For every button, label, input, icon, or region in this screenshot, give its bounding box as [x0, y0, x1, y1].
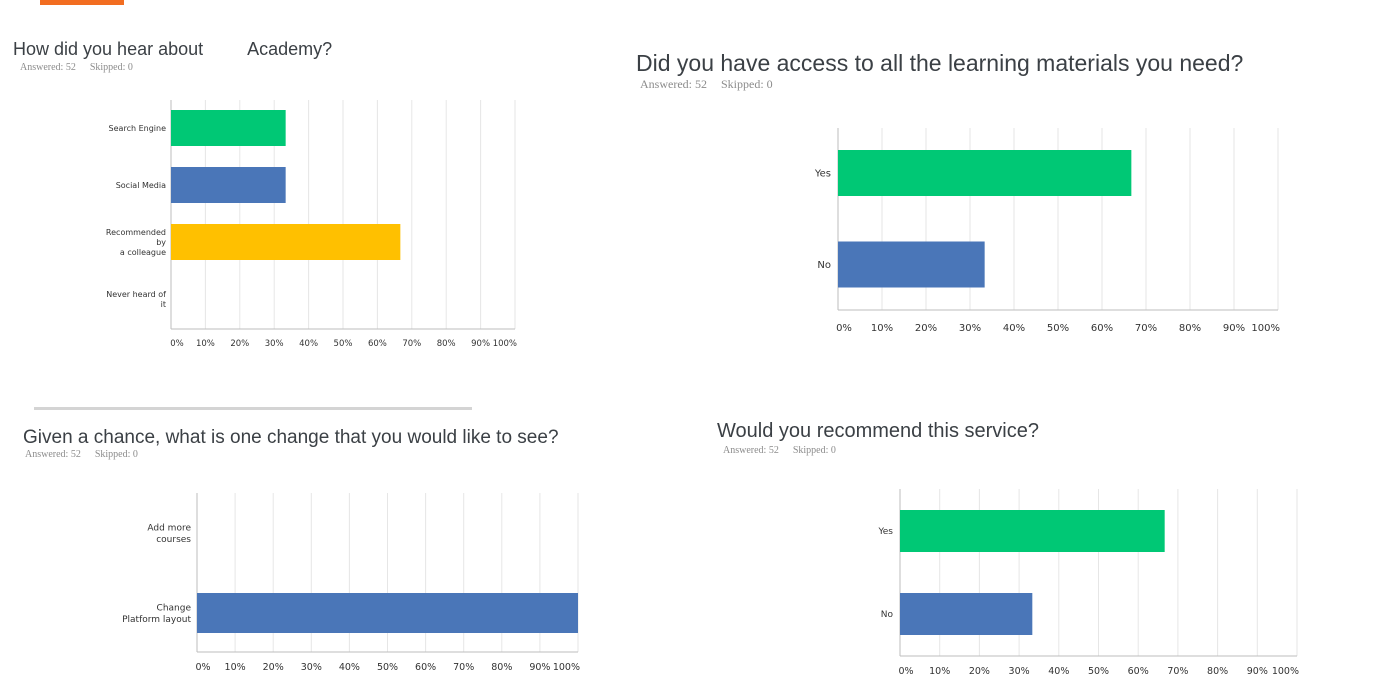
x-tick-label: 70% — [402, 339, 421, 349]
category-label: Change — [157, 604, 192, 614]
category-label: Never heard of — [106, 290, 166, 299]
category-label: No — [881, 610, 894, 620]
x-tick-label: 10% — [871, 323, 893, 334]
x-tick-label: 0% — [898, 666, 913, 677]
x-tick-label: 100% — [1272, 666, 1299, 677]
x-tick-label: 40% — [1003, 323, 1025, 334]
x-tick-label: 90% — [1247, 666, 1268, 677]
x-tick-label: 50% — [377, 662, 398, 673]
x-tick-label: 30% — [1009, 666, 1030, 677]
x-tick-label: 0% — [836, 323, 852, 334]
skipped-count: Skipped: 0 — [792, 445, 836, 456]
x-tick-label: 0% — [195, 662, 210, 673]
category-label: courses — [156, 535, 191, 545]
x-tick-label: 90% — [529, 662, 550, 673]
x-tick-label: 10% — [196, 339, 215, 349]
x-tick-label: 20% — [915, 323, 937, 334]
x-tick-label: 20% — [263, 662, 284, 673]
x-tick-label: 70% — [1135, 323, 1157, 334]
category-label: Add more — [147, 524, 191, 534]
x-tick-label: 100% — [493, 339, 517, 349]
x-tick-label: 60% — [1091, 323, 1113, 334]
x-tick-label: 70% — [1167, 666, 1188, 677]
x-tick-label: 30% — [959, 323, 981, 334]
x-tick-label: 0% — [170, 339, 184, 349]
response-meta: Answered: 52 Skipped: 0 — [723, 445, 836, 456]
x-tick-label: 10% — [225, 662, 246, 673]
x-tick-label: 30% — [301, 662, 322, 673]
answered-count: Answered: 52 — [25, 449, 81, 460]
x-tick-label: 30% — [265, 339, 284, 349]
accent-bar — [40, 0, 124, 5]
category-label: a colleague — [120, 248, 166, 257]
bar — [171, 110, 286, 146]
x-tick-label: 40% — [1048, 666, 1069, 677]
question-title: Given a chance, what is one change that … — [23, 427, 559, 448]
category-label: No — [817, 260, 831, 271]
x-tick-label: 60% — [1128, 666, 1149, 677]
bar — [171, 167, 286, 203]
x-tick-label: 80% — [437, 339, 456, 349]
category-label: Yes — [877, 527, 893, 537]
x-tick-label: 60% — [415, 662, 436, 673]
question-title: Did you have access to all the learning … — [636, 50, 1244, 76]
skipped-count: Skipped: 0 — [720, 77, 773, 91]
x-tick-label: 50% — [334, 339, 353, 349]
x-tick-label: 80% — [491, 662, 512, 673]
question-title: Would you recommend this service? — [717, 420, 1039, 442]
response-meta: Answered: 52 Skipped: 0 — [640, 77, 773, 92]
x-tick-label: 80% — [1179, 323, 1201, 334]
bar — [197, 593, 578, 633]
question-title: How did you hear about Academy? — [13, 39, 332, 60]
x-tick-label: 20% — [969, 666, 990, 677]
category-label: Social Media — [116, 181, 166, 190]
x-tick-label: 60% — [368, 339, 387, 349]
bar — [900, 593, 1033, 635]
x-tick-label: 80% — [1207, 666, 1228, 677]
skipped-count: Skipped: 0 — [89, 62, 133, 73]
category-label: it — [161, 300, 166, 309]
x-tick-label: 50% — [1047, 323, 1069, 334]
answered-count: Answered: 52 — [20, 62, 76, 73]
category-label: Search Engine — [109, 124, 167, 133]
x-tick-label: 100% — [1251, 323, 1280, 334]
skipped-count: Skipped: 0 — [94, 449, 138, 460]
question-title-start: How did you hear about — [13, 39, 204, 59]
bar — [838, 150, 1132, 196]
x-tick-label: 40% — [299, 339, 318, 349]
answered-count: Answered: 52 — [723, 445, 779, 456]
bar — [900, 510, 1165, 552]
x-tick-label: 100% — [553, 662, 580, 673]
answered-count: Answered: 52 — [640, 77, 707, 91]
question-title-end: Academy? — [247, 39, 333, 59]
x-tick-label: 10% — [929, 666, 950, 677]
response-meta: Answered: 52 Skipped: 0 — [20, 62, 133, 73]
x-tick-label: 50% — [1088, 666, 1109, 677]
x-tick-label: 40% — [339, 662, 360, 673]
bar — [838, 241, 985, 288]
x-tick-label: 70% — [453, 662, 474, 673]
category-label: Yes — [814, 169, 831, 180]
bar — [171, 224, 401, 260]
x-tick-label: 20% — [230, 339, 249, 349]
response-meta: Answered: 52 Skipped: 0 — [25, 449, 138, 460]
category-label: Recommended — [106, 228, 166, 237]
x-tick-label: 90% — [471, 339, 490, 349]
section-divider — [34, 407, 472, 410]
x-tick-label: 90% — [1223, 323, 1245, 334]
category-label: Platform layout — [122, 615, 191, 625]
category-label: by — [156, 238, 166, 247]
